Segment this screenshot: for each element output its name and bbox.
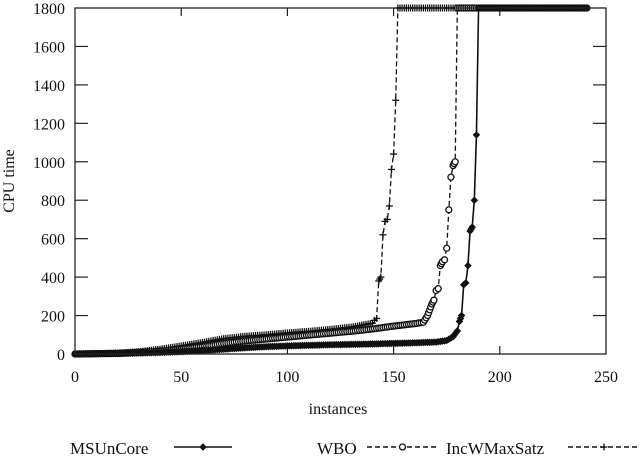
series-msuncore: [71, 4, 591, 358]
y-tick-label: 800: [41, 193, 65, 210]
x-tick-label: 100: [275, 369, 299, 386]
x-tick-label: 50: [173, 369, 189, 386]
y-tick-label: 1200: [33, 116, 65, 133]
series-wbo: [71, 4, 591, 358]
x-tick-label: 250: [594, 369, 618, 386]
y-tick-label: 0: [57, 347, 65, 364]
x-tick-label: 150: [382, 369, 406, 386]
legend-label: IncWMaxSatz: [446, 439, 545, 458]
y-tick-label: 1000: [33, 155, 65, 172]
y-axis-title: CPU time: [1, 149, 18, 213]
y-tick-label: 200: [41, 309, 65, 326]
legend-line-dashed-circle-icon: [367, 443, 438, 451]
legend-item-msuncore: MSUnCore: [70, 439, 232, 458]
y-tick-label: 1600: [33, 39, 65, 56]
x-axis-title: instances: [309, 401, 368, 418]
legend-item-incwmaxsatz: IncWMaxSatz: [446, 439, 640, 458]
legend-label: WBO: [317, 439, 357, 458]
y-tick-label: 1400: [33, 78, 65, 95]
y-tick-label: 600: [41, 232, 65, 249]
plot-frame: [74, 7, 607, 355]
axis-ticks: 0 50 100 150 200 250 0 200 400 600 800 1000 1200 1400…: [33, 1, 618, 386]
legend-line-solid-diamond-icon: [174, 443, 232, 451]
y-tick-label: 400: [41, 270, 65, 287]
series-incwmaxsatz: [71, 4, 591, 358]
legend-line-dashed-plus-icon: [568, 443, 640, 451]
legend-label: MSUnCore: [70, 439, 148, 458]
legend-item-wbo: WBO: [317, 439, 438, 458]
x-tick-label: 0: [71, 369, 79, 386]
legend: MSUnCore WBO IncWMaxSatz: [70, 439, 640, 458]
y-tick-label: 1800: [33, 1, 65, 18]
x-tick-label: 200: [488, 369, 512, 386]
plot-series: [71, 4, 591, 358]
